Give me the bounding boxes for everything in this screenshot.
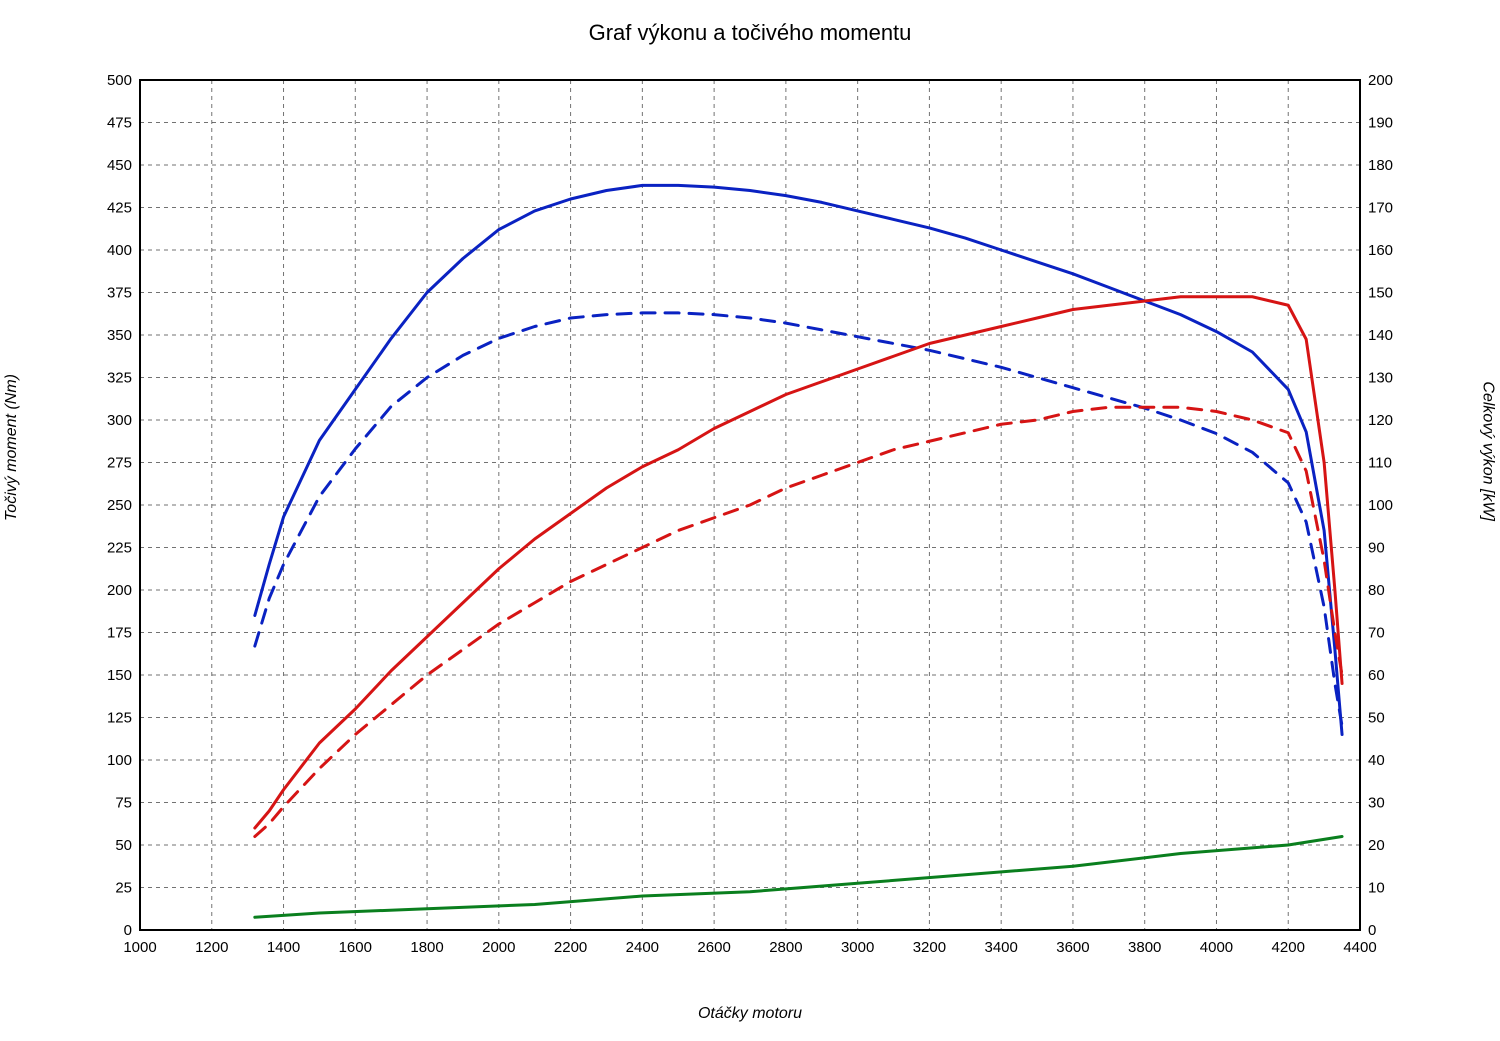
chart-container: Graf výkonu a točivého momentu DC WWW.DY…	[0, 0, 1500, 1041]
y-left-tick-label: 225	[107, 540, 132, 557]
y-right-tick-label: 50	[1368, 710, 1385, 727]
y-left-tick-label: 400	[107, 242, 132, 259]
y-right-tick-label: 40	[1368, 752, 1385, 769]
x-tick-label: 1600	[339, 939, 372, 956]
y-left-tick-label: 100	[107, 752, 132, 769]
x-tick-label: 1400	[267, 939, 300, 956]
y-left-tick-label: 450	[107, 157, 132, 174]
y-left-tick-label: 0	[124, 922, 132, 939]
x-tick-label: 4200	[1272, 939, 1305, 956]
x-tick-label: 2600	[697, 939, 730, 956]
x-tick-label: 2400	[626, 939, 659, 956]
x-tick-label: 2800	[769, 939, 802, 956]
y-left-tick-label: 300	[107, 412, 132, 429]
y-right-tick-label: 170	[1368, 200, 1393, 217]
y-left-tick-label: 475	[107, 115, 132, 132]
x-tick-label: 3600	[1056, 939, 1089, 956]
y-right-tick-label: 140	[1368, 327, 1393, 344]
y-right-tick-label: 20	[1368, 837, 1385, 854]
x-tick-label: 1800	[410, 939, 443, 956]
y-right-tick-label: 150	[1368, 285, 1393, 302]
x-tick-label: 4400	[1343, 939, 1376, 956]
y-right-tick-label: 30	[1368, 795, 1385, 812]
chart-title: Graf výkonu a točivého momentu	[0, 20, 1500, 46]
y-left-axis-label: Točivý moment (Nm)	[3, 374, 21, 521]
x-tick-label: 3200	[913, 939, 946, 956]
y-left-tick-label: 375	[107, 285, 132, 302]
y-left-tick-label: 125	[107, 710, 132, 727]
y-left-tick-label: 250	[107, 497, 132, 514]
x-tick-label: 1000	[123, 939, 156, 956]
y-right-tick-label: 130	[1368, 370, 1393, 387]
y-left-tick-label: 425	[107, 200, 132, 217]
y-right-tick-label: 160	[1368, 242, 1393, 259]
y-right-tick-label: 70	[1368, 625, 1385, 642]
y-left-tick-label: 275	[107, 455, 132, 472]
y-right-tick-label: 190	[1368, 115, 1393, 132]
x-tick-label: 4000	[1200, 939, 1233, 956]
y-left-tick-label: 175	[107, 625, 132, 642]
y-left-tick-label: 200	[107, 582, 132, 599]
y-right-tick-label: 0	[1368, 922, 1376, 939]
y-right-tick-label: 90	[1368, 540, 1385, 557]
y-right-tick-label: 60	[1368, 667, 1385, 684]
y-left-tick-label: 75	[115, 795, 132, 812]
y-left-tick-label: 150	[107, 667, 132, 684]
y-left-tick-label: 50	[115, 837, 132, 854]
y-right-axis-label: Celkový výkon [kW]	[1479, 381, 1497, 521]
x-tick-label: 3400	[984, 939, 1017, 956]
y-right-tick-label: 120	[1368, 412, 1393, 429]
y-left-tick-label: 25	[115, 880, 132, 897]
x-tick-label: 2200	[554, 939, 587, 956]
x-tick-label: 3800	[1128, 939, 1161, 956]
y-right-tick-label: 200	[1368, 72, 1393, 89]
plot-area: 1000120014001600180020002200240026002800…	[85, 60, 1415, 980]
x-tick-label: 1200	[195, 939, 228, 956]
x-tick-label: 3000	[841, 939, 874, 956]
y-right-tick-label: 180	[1368, 157, 1393, 174]
y-right-tick-label: 10	[1368, 880, 1385, 897]
x-tick-label: 2000	[482, 939, 515, 956]
y-left-tick-label: 325	[107, 370, 132, 387]
x-axis-label: Otáčky motoru	[0, 1005, 1500, 1023]
y-right-tick-label: 100	[1368, 497, 1393, 514]
y-left-tick-label: 350	[107, 327, 132, 344]
y-left-tick-label: 500	[107, 72, 132, 89]
y-right-tick-label: 110	[1368, 455, 1392, 472]
y-right-tick-label: 80	[1368, 582, 1385, 599]
